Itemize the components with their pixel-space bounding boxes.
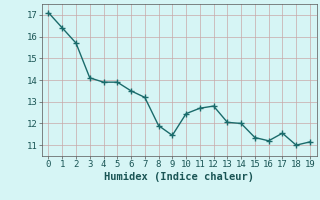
X-axis label: Humidex (Indice chaleur): Humidex (Indice chaleur) xyxy=(104,172,254,182)
